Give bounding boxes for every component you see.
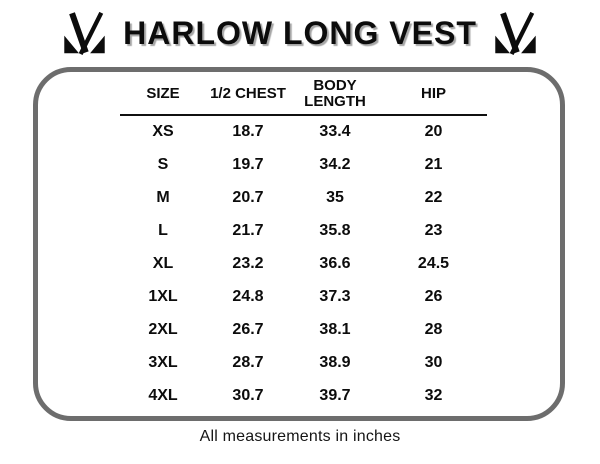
size-row-2xl: 2XL 26.7 38.1 28 — [120, 313, 487, 346]
cell-size: 3XL — [148, 353, 178, 371]
size-row-m: M 20.7 35 22 — [120, 181, 487, 214]
size-row-xl: XL 23.2 36.6 24.5 — [120, 247, 487, 280]
cell-half-chest: 30.7 — [232, 386, 264, 404]
cell-size: XL — [152, 254, 174, 272]
size-row-4xl: 4XL 30.7 39.7 32 — [120, 379, 487, 412]
column-header-size: SIZE — [120, 76, 206, 116]
size-row-xs: XS 18.7 33.4 20 — [120, 115, 487, 148]
size-chart-table: SIZE 1/2 CHEST BODY LENGTH HIP XS 18.7 3… — [120, 76, 487, 412]
cell-body-length: 39.7 — [319, 386, 351, 404]
cell-half-chest: 18.7 — [232, 123, 264, 140]
cell-half-chest: 24.8 — [232, 287, 264, 305]
column-header-hip: HIP — [380, 76, 487, 116]
cell-hip: 22 — [424, 188, 443, 206]
cell-size: 4XL — [148, 386, 178, 404]
cell-body-length: 33.4 — [319, 123, 351, 140]
cell-hip: 28 — [424, 320, 443, 338]
cell-body-length: 37.3 — [319, 287, 351, 305]
brand-m-icon-right — [494, 10, 537, 56]
cell-body-length: 38.9 — [319, 353, 351, 371]
size-row-1xl: 1XL 24.8 37.3 26 — [120, 280, 487, 313]
cell-hip: 30 — [424, 353, 443, 371]
cell-hip: 21 — [424, 155, 443, 173]
cell-size: M — [156, 188, 170, 206]
cell-hip: 32 — [424, 386, 443, 404]
cell-body-length: 34.2 — [319, 155, 351, 173]
cell-body-length: 36.6 — [319, 254, 351, 272]
cell-body-length: 35.8 — [319, 221, 351, 239]
size-chart-panel: SIZE 1/2 CHEST BODY LENGTH HIP XS 18.7 3… — [33, 67, 565, 421]
cell-half-chest: 28.7 — [232, 353, 264, 371]
cell-hip: 23 — [424, 221, 443, 239]
cell-body-length: 35 — [326, 188, 344, 206]
measurements-note: All measurements in inches — [199, 428, 401, 445]
table-header-row: SIZE 1/2 CHEST BODY LENGTH HIP — [120, 76, 487, 116]
size-row-3xl: 3XL 28.7 38.9 30 — [120, 346, 487, 379]
size-row-s: S 19.7 34.2 21 — [120, 148, 487, 181]
cell-half-chest: 21.7 — [232, 221, 264, 239]
cell-hip: 26 — [424, 287, 443, 305]
cell-body-length: 38.1 — [319, 320, 351, 338]
cell-half-chest: 23.2 — [232, 254, 264, 272]
size-row-l: L 21.7 35.8 23 — [120, 214, 487, 247]
header: HARLOW LONG VEST — [0, 6, 600, 60]
cell-size: XS — [152, 123, 174, 140]
cell-half-chest: 19.7 — [232, 155, 264, 173]
cell-half-chest: 26.7 — [232, 320, 264, 338]
cell-size: 2XL — [148, 320, 178, 338]
cell-size: S — [157, 155, 169, 173]
column-header-body-length: BODY LENGTH — [290, 76, 380, 116]
page-title: HARLOW LONG VEST — [123, 14, 477, 51]
cell-size: 1XL — [148, 287, 178, 305]
cell-hip: 24.5 — [417, 254, 450, 272]
cell-hip: 20 — [424, 123, 443, 140]
cell-size: L — [158, 221, 168, 239]
cell-half-chest: 20.7 — [232, 188, 264, 206]
brand-m-icon-left — [63, 10, 106, 56]
column-header-half-chest: 1/2 CHEST — [206, 76, 290, 116]
